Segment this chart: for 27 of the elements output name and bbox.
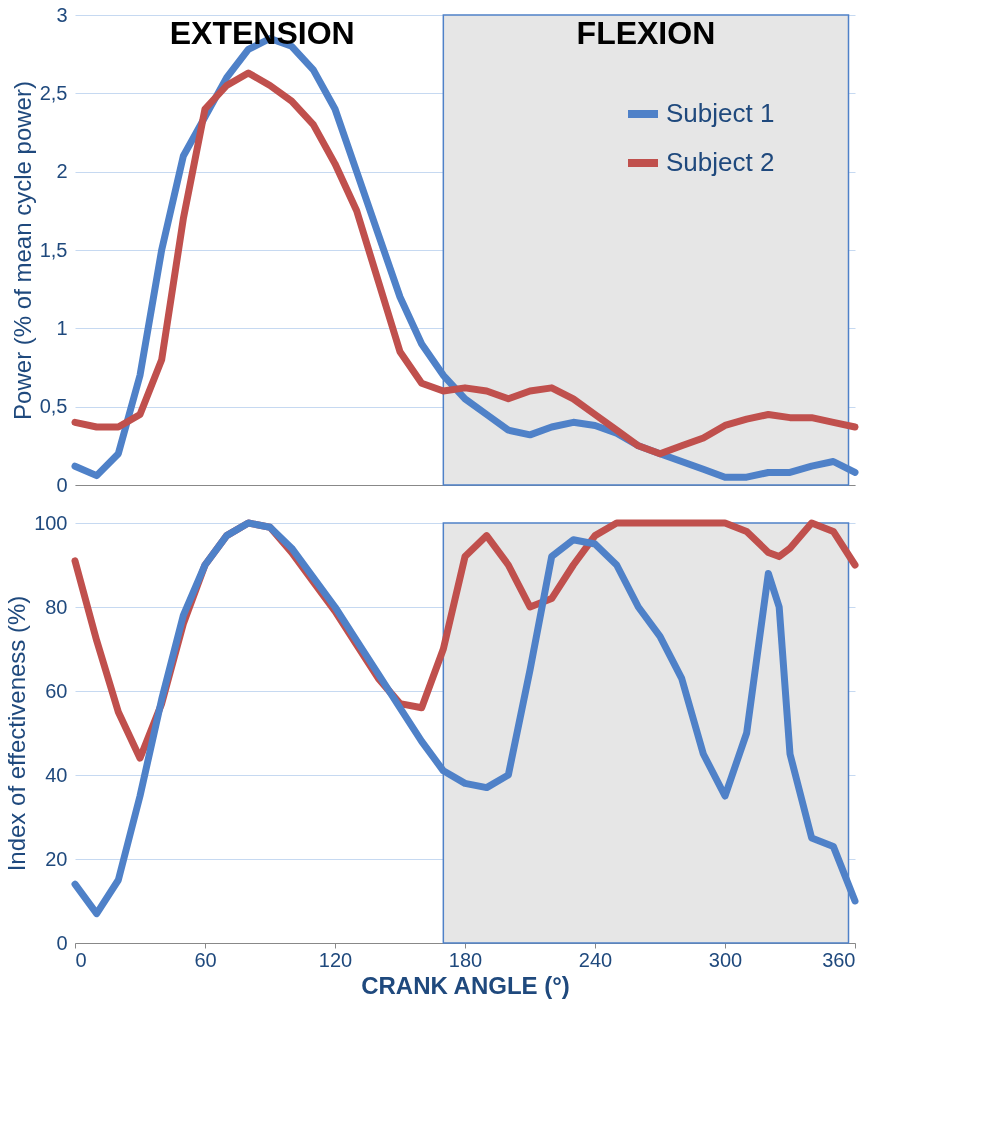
legend-label: Subject 2 [666,147,775,177]
x-tick-label: 120 [318,948,353,971]
y-tick-label: 2,5 [39,81,68,104]
x-tick-label: 0 [75,948,87,971]
y-axis-title: Power (% of mean cycle power) [8,81,36,420]
band-label: FLEXION [576,15,716,51]
y-tick-label: 1 [56,316,68,339]
y-axis-title: Index of effectiveness (%) [3,595,31,872]
x-axis-title: CRANK ANGLE (°) [361,971,570,999]
legend-label: Subject 1 [666,98,775,128]
x-tick-label: 240 [578,948,613,971]
y-tick-label: 20 [45,847,68,870]
x-tick-label: 360 [822,948,856,971]
y-tick-label: 0 [56,931,68,954]
y-tick-label: 2 [56,160,68,183]
x-tick-label: 300 [708,948,743,971]
y-tick-label: 0 [56,473,68,496]
y-tick-label: 100 [34,511,68,534]
y-tick-label: 3 [56,3,68,26]
y-tick-label: 40 [45,763,68,786]
x-tick-label: 180 [448,948,483,971]
y-tick-label: 1,5 [39,238,68,261]
y-tick-label: 60 [45,679,68,702]
annotation: EXTENSION [169,15,355,51]
x-tick-label: 60 [194,948,217,971]
y-tick-label: 80 [45,595,68,618]
y-tick-label: 0,5 [39,395,68,418]
